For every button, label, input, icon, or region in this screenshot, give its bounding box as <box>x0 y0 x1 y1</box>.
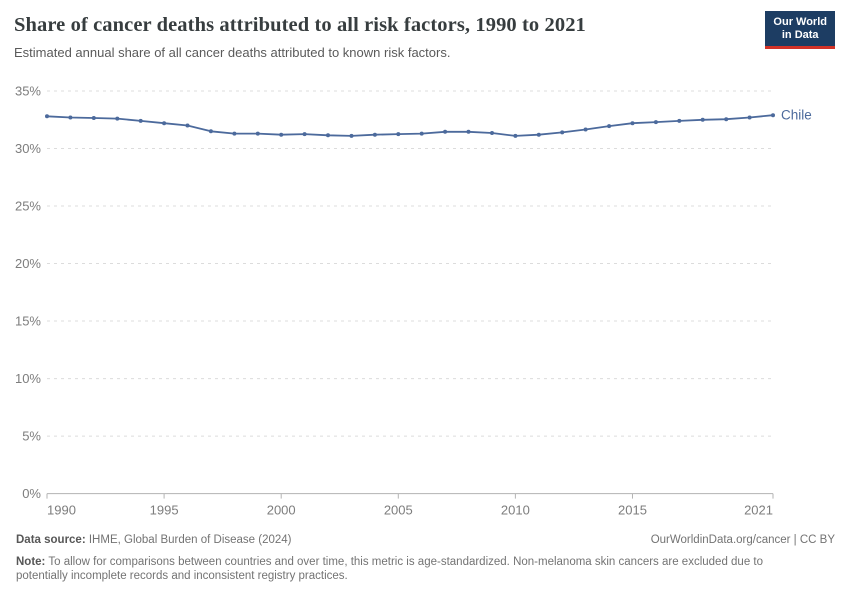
data-point[interactable] <box>279 132 284 137</box>
x-tick-label: 1995 <box>150 503 179 518</box>
data-point[interactable] <box>185 123 190 128</box>
x-tick-label: 2005 <box>384 503 413 518</box>
data-point[interactable] <box>583 127 588 132</box>
note-label: Note: <box>16 555 46 568</box>
chart-header: Share of cancer deaths attributed to all… <box>14 12 754 61</box>
footer: Data source: IHME, Global Burden of Dise… <box>16 533 835 584</box>
data-point[interactable] <box>302 132 307 137</box>
y-tick-label: 10% <box>15 371 41 386</box>
owid-logo-line1: Our World <box>773 16 827 28</box>
y-tick-label: 30% <box>15 141 41 156</box>
x-tick-label: 2000 <box>267 503 296 518</box>
data-point[interactable] <box>396 132 401 137</box>
data-point[interactable] <box>372 132 377 137</box>
x-tick-label: 2021 <box>744 503 773 518</box>
data-point[interactable] <box>771 113 775 118</box>
data-point[interactable] <box>326 133 330 138</box>
data-point[interactable] <box>115 116 120 121</box>
data-point[interactable] <box>677 118 682 123</box>
owid-logo-line2: in Data <box>781 29 819 41</box>
data-point[interactable] <box>349 133 354 138</box>
attribution-link[interactable]: OurWorldinData.org/cancer | CC BY <box>650 534 835 546</box>
y-tick-label: 20% <box>15 256 41 271</box>
data-point[interactable] <box>490 131 494 135</box>
data-point[interactable] <box>68 115 73 120</box>
x-tick-label: 2010 <box>501 503 530 518</box>
data-point[interactable] <box>747 115 752 120</box>
line-chart[interactable]: 0% 5% 10% 15% 20% 25% 30% 35% 1990 1995 2000 2005 20… <box>0 78 850 533</box>
data-point[interactable] <box>466 129 471 134</box>
y-tick-label: 15% <box>15 314 41 329</box>
series-line-chile[interactable] <box>46 114 774 137</box>
data-point[interactable] <box>162 121 167 126</box>
x-tick-label: 2015 <box>618 503 647 518</box>
data-point[interactable] <box>138 118 143 123</box>
data-point[interactable] <box>607 124 612 129</box>
data-point[interactable] <box>232 131 237 136</box>
y-tick-label: 25% <box>15 199 41 214</box>
note-value: To allow for comparisons between countri… <box>16 555 764 583</box>
data-point[interactable] <box>700 117 705 122</box>
y-tick-label: 0% <box>22 486 41 501</box>
data-point[interactable] <box>513 133 518 138</box>
y-tick-label: 35% <box>15 84 41 99</box>
data-point[interactable] <box>443 129 448 134</box>
data-point[interactable] <box>724 117 729 122</box>
data-point[interactable] <box>536 132 541 137</box>
chart-subtitle: Estimated annual share of all cancer dea… <box>14 45 451 60</box>
y-tick-label: 5% <box>22 429 41 444</box>
page-title: Share of cancer deaths attributed to all… <box>14 14 586 36</box>
chart-note: Note: To allow for comparisons between c… <box>16 555 786 584</box>
data-source-label: Data source: <box>16 534 86 546</box>
data-point[interactable] <box>255 131 260 136</box>
owid-logo[interactable]: Our World in Data <box>765 11 835 49</box>
data-source: Data source: IHME, Global Burden of Dise… <box>16 533 292 548</box>
data-point[interactable] <box>653 120 658 125</box>
data-point[interactable] <box>45 114 49 119</box>
series-label-chile[interactable]: Chile <box>781 108 812 123</box>
data-point[interactable] <box>560 130 565 135</box>
x-tick-label: 1990 <box>47 503 76 518</box>
data-point[interactable] <box>91 116 96 120</box>
data-source-value: IHME, Global Burden of Disease (2024) <box>85 534 292 546</box>
data-point[interactable] <box>419 131 424 136</box>
data-point[interactable] <box>208 129 213 134</box>
data-point[interactable] <box>630 121 635 126</box>
